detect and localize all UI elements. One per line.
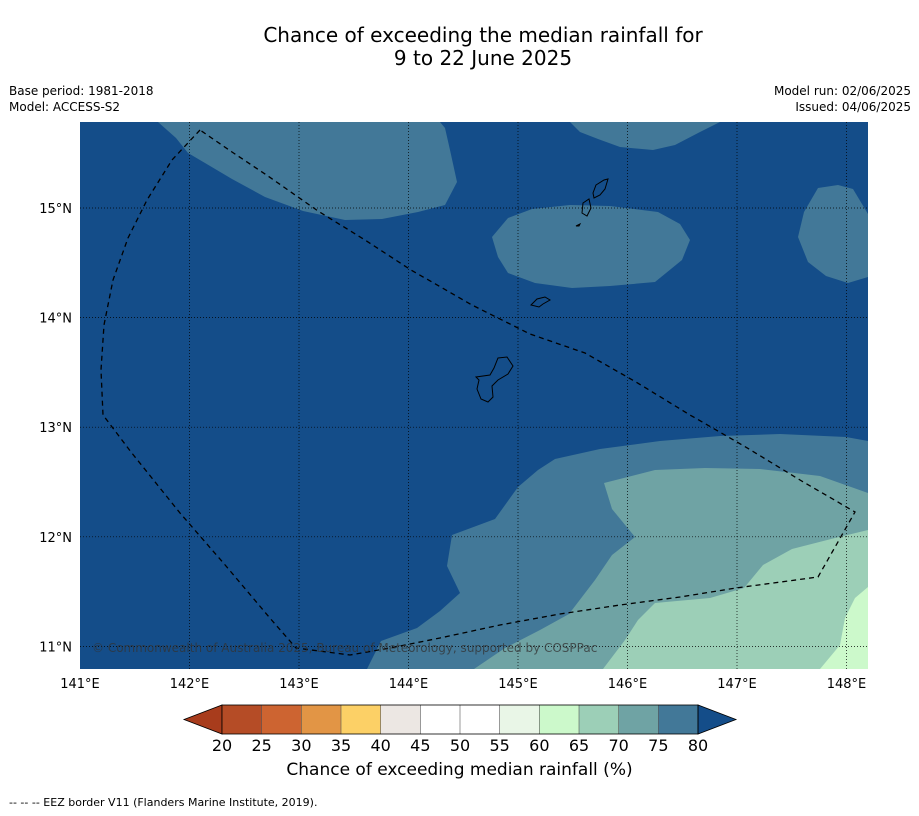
map-gridlines [80, 122, 868, 669]
colorbar-tick-label: 25 [251, 736, 271, 755]
colorbar-segment [301, 705, 341, 734]
colorbar-segment [539, 705, 579, 734]
colorbar-tick-label: 45 [410, 736, 430, 755]
colorbar-tick-label: 75 [648, 736, 668, 755]
colorbar-arrow-high [697, 704, 738, 735]
colorbar-segment [579, 705, 619, 734]
longitude-label: 143°E [279, 677, 319, 692]
island-tinian [581, 198, 592, 217]
colorbar-tick-label: 60 [529, 736, 549, 755]
meta-left: Base period: 1981-2018 Model: ACCESS-S2 [9, 83, 154, 115]
longitude-label: 146°E [608, 677, 648, 692]
zone-75-80-north [158, 122, 457, 220]
colorbar-title: Chance of exceeding median rainfall (%) [286, 760, 633, 780]
island-rota [530, 296, 551, 308]
base-period-text: Base period: 1981-2018 [9, 84, 154, 98]
colorbar-segment [341, 705, 381, 734]
colorbar-tick-label: 70 [608, 736, 628, 755]
zone-75-80-central [492, 205, 690, 288]
latitude-label: 15°N [39, 202, 72, 217]
issued-text: Issued: 04/06/2025 [795, 100, 911, 114]
latitude-label: 11°N [39, 640, 72, 655]
longitude-label: 141°E [60, 677, 100, 692]
island-saipan [592, 178, 609, 199]
latitude-labels: 15°N 14°N 13°N 12°N 11°N [39, 202, 72, 655]
zone-60-65 [820, 587, 868, 669]
zone-75-80-north-east [570, 122, 720, 150]
colorbar-segment [420, 705, 460, 734]
map-title-line1: Chance of exceeding the median rainfall … [263, 23, 703, 47]
colorbar-tick-label: 65 [569, 736, 589, 755]
model-run-text: Model run: 02/06/2025 [773, 84, 911, 98]
longitude-label: 144°E [389, 677, 429, 692]
copyright-text: © Commonwealth of Australia 2025, Bureau… [92, 641, 597, 655]
colorbar [182, 704, 738, 735]
eez-border [100, 129, 856, 656]
colorbar-segment [658, 705, 698, 734]
colorbar-segment [460, 705, 500, 734]
colorbar-tick-labels: 20 25 30 35 40 45 50 55 60 65 70 75 80 [212, 736, 708, 755]
island-guam [474, 356, 514, 403]
map-plot-area [80, 122, 868, 669]
meta-right: Model run: 02/06/2025 Issued: 04/06/2025 [774, 83, 911, 115]
colorbar-segment [261, 705, 302, 734]
colorbar-tick-label: 80 [688, 736, 708, 755]
latitude-label: 12°N [39, 531, 72, 546]
latitude-label: 13°N [39, 421, 72, 436]
colorbar-tick-label: 20 [212, 736, 232, 755]
colorbar-arrow-low [182, 704, 223, 735]
eez-legend-note: -- -- -- EEZ border V11 (Flanders Marine… [9, 796, 318, 809]
colorbar-tick-label: 50 [450, 736, 470, 755]
zone-75-80-east [798, 185, 868, 283]
map-title-line2: 9 to 22 June 2025 [393, 46, 573, 70]
latitude-label: 14°N [39, 312, 72, 327]
colorbar-tick-label: 35 [331, 736, 351, 755]
longitude-label: 148°E [827, 677, 867, 692]
longitude-labels: 141°E 142°E 143°E 144°E 145°E 146°E 147°E 148°E [60, 677, 866, 692]
colorbar-segment [618, 705, 659, 734]
colorbar-tick-label: 40 [370, 736, 390, 755]
colorbar-frame [221, 704, 699, 735]
island-aguijan [575, 222, 582, 227]
colorbar-tick-label: 30 [291, 736, 311, 755]
zone-65-70 [603, 530, 868, 669]
colorbar-segment [380, 705, 421, 734]
colorbar-segment [222, 705, 262, 734]
longitude-label: 142°E [170, 677, 210, 692]
model-text: Model: ACCESS-S2 [9, 100, 121, 114]
colorbar-tick-label: 55 [489, 736, 509, 755]
colorbar-segment [499, 705, 540, 734]
longitude-label: 145°E [498, 677, 538, 692]
longitude-label: 147°E [717, 677, 757, 692]
